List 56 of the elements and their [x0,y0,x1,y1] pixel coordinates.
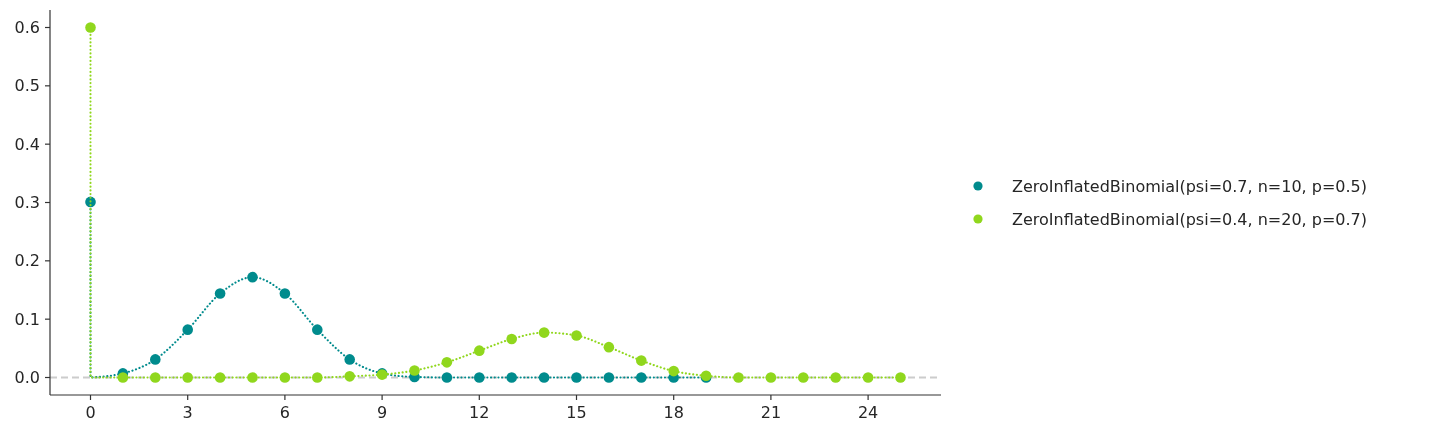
point [312,324,323,335]
point [409,365,420,376]
y-tick-label: 0.5 [14,76,40,96]
point [474,345,485,356]
x-tick-label: 12 [469,403,490,422]
point [733,372,744,383]
x-tick-label: 24 [857,403,879,422]
point [150,354,161,365]
point [182,324,193,335]
x-tick-label: 18 [663,403,684,422]
point [506,372,517,383]
point [214,372,226,383]
y-tick-label: 0.4 [14,134,40,154]
legend-label: ZeroInflatedBinomial(psi=0.4, n=20, p=0.7) [1012,209,1367,229]
point [85,22,96,33]
point [441,372,453,383]
point [279,372,291,383]
point [571,330,582,341]
point [668,365,679,377]
legend-label: ZeroInflatedBinomial(psi=0.7, n=10, p=0.5) [1012,176,1367,196]
point [895,372,906,383]
y-tick-label: 0.2 [14,251,40,271]
point [765,372,777,383]
x-tick-label: 3 [182,403,193,422]
y-tick-label: 0.1 [14,309,40,329]
point [538,327,550,338]
point [603,372,615,383]
point [247,372,258,383]
point [312,372,323,383]
point [830,372,841,383]
point [798,372,809,383]
point [279,288,291,299]
x-tick-label: 15 [566,403,587,422]
x-tick-label: 6 [279,403,290,422]
point [150,372,161,383]
y-tick-label: 0.0 [14,368,40,388]
point [344,354,355,365]
point [182,372,193,383]
point [603,341,615,353]
point [538,372,550,383]
x-tick-label: 21 [760,403,782,422]
x-tick-label: 9 [377,403,388,422]
point [247,271,258,283]
point [636,372,647,383]
y-tick-label: 0.6 [14,18,40,38]
point [862,372,874,383]
point [571,372,582,383]
x-tick-label: 0 [85,403,96,422]
point [636,355,647,366]
point [117,372,129,383]
point [474,372,485,383]
point [214,288,226,299]
point [441,357,453,368]
point [344,371,355,382]
point [506,333,517,345]
y-tick-label: 0.3 [14,193,40,213]
